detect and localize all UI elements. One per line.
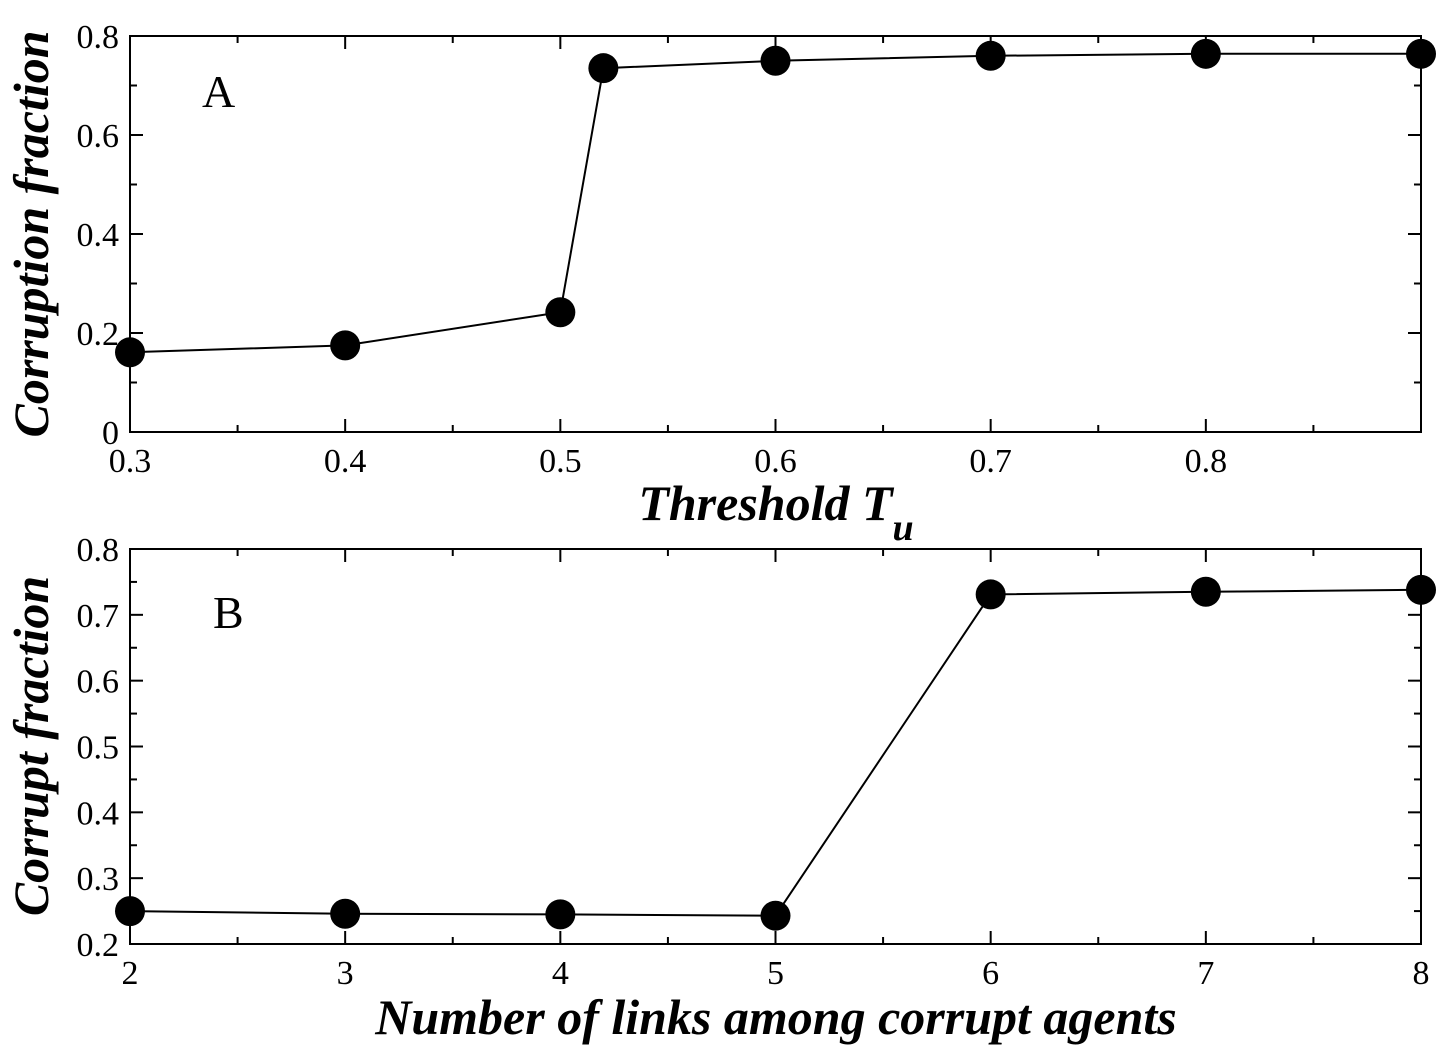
y-tick-label: 0.6 xyxy=(77,664,120,701)
data-point-a xyxy=(588,53,619,84)
data-point-a xyxy=(330,330,361,361)
y-tick-label: 0.2 xyxy=(77,927,120,964)
data-point-b xyxy=(1190,576,1221,607)
tick-labels-b: 2 3 4 5 6 7 8 0.2 0.3 0.4 0.5 0.6 0.7 0.8 xyxy=(77,532,1430,992)
data-point-b xyxy=(330,898,361,929)
data-point-b xyxy=(1406,574,1436,605)
x-tick-label: 0.7 xyxy=(969,443,1012,480)
x-tick-label: 0.4 xyxy=(324,443,367,480)
x-tick-label: 8 xyxy=(1413,955,1430,992)
y-axis-title-b: Corrupt fraction xyxy=(3,576,59,916)
data-point-a xyxy=(115,337,145,368)
data-point-a xyxy=(975,40,1006,71)
x-axis-title-a: Threshold Tu xyxy=(638,475,913,549)
y-tick-label: 0.4 xyxy=(77,795,120,832)
plot-area-a xyxy=(115,38,1436,368)
x-axis-title-b: Number of links among corrupt agents xyxy=(374,989,1177,1045)
data-point-a xyxy=(545,297,576,328)
panel-label-a: A xyxy=(202,66,235,117)
x-tick-label: 0.5 xyxy=(539,443,582,480)
x-tick-label: 7 xyxy=(1197,955,1214,992)
x-tick-label: 0.3 xyxy=(109,443,152,480)
panel-b: B Corrupt fraction Number of links among… xyxy=(3,532,1436,1045)
y-axis-title-a: Corruption fraction xyxy=(3,30,59,437)
data-point-a xyxy=(760,45,791,76)
x-tick-label: 3 xyxy=(337,955,354,992)
x-tick-label: 0.8 xyxy=(1185,443,1228,480)
y-tick-label: 0.3 xyxy=(77,861,120,898)
ticks-b xyxy=(129,548,1422,945)
x-tick-label: 6 xyxy=(982,955,999,992)
x-tick-label: 0.6 xyxy=(754,443,797,480)
data-point-b xyxy=(760,900,791,931)
x-tick-label: 4 xyxy=(552,955,569,992)
panel-label-b: B xyxy=(213,587,244,638)
series-line-b xyxy=(129,588,1422,917)
ticks-a xyxy=(129,35,1421,433)
series-line-a xyxy=(129,52,1421,354)
plot-area-b xyxy=(115,574,1436,931)
data-point-b xyxy=(115,896,145,927)
y-tick-label: 0.8 xyxy=(77,532,120,569)
plot-frame-b xyxy=(129,548,1422,945)
y-tick-label: 0.4 xyxy=(77,217,120,254)
tick-labels-a: 0.3 0.4 0.5 0.6 0.7 0.8 0 0.2 0.4 0.6 0.8 xyxy=(77,19,1228,480)
data-point-a xyxy=(1406,38,1436,69)
plot-frame-a xyxy=(129,35,1422,433)
data-point-b xyxy=(545,899,576,930)
x-tick-label: 5 xyxy=(767,955,784,992)
x-tick-label: 2 xyxy=(122,955,139,992)
data-point-b xyxy=(975,579,1006,610)
y-tick-label: 0.5 xyxy=(77,730,120,767)
y-tick-label: 0.8 xyxy=(77,19,120,56)
y-tick-label: 0.6 xyxy=(77,118,120,155)
panel-a: A Corruption fraction Threshold Tu 0.3 0.… xyxy=(3,19,1436,549)
y-tick-label: 0.2 xyxy=(77,316,120,353)
y-tick-label: 0 xyxy=(102,415,119,452)
y-tick-label: 0.7 xyxy=(77,598,120,635)
data-point-a xyxy=(1190,38,1221,69)
